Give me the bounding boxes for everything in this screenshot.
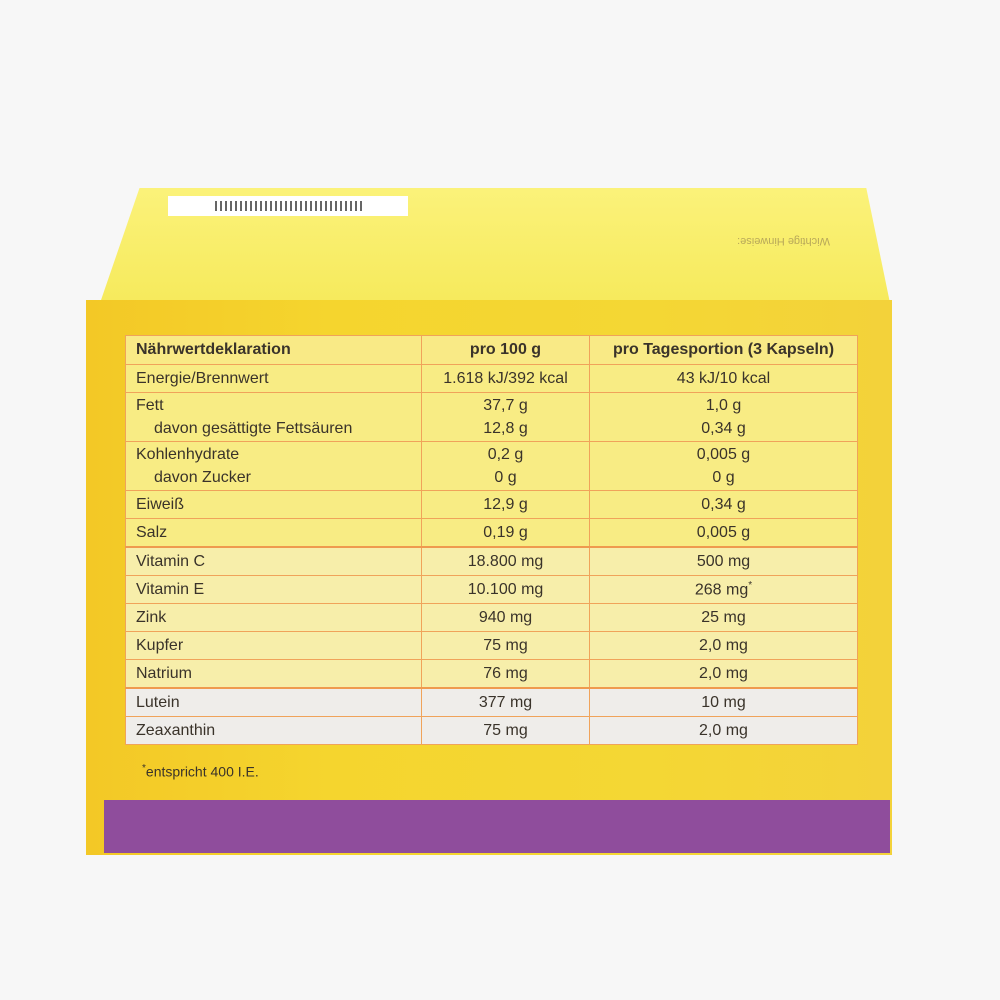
value-per-100g: 76 mg: [421, 659, 590, 689]
table-row: Kohlenhydrate davon Zucker 0,2 g 0 g 0,005…: [125, 441, 858, 491]
nutrition-table: Nährwertdeklaration pro 100 g pro Tagesp…: [125, 335, 858, 745]
footnote-text: entspricht 400 I.E.: [145, 763, 259, 780]
row-label: Eiweiß: [125, 490, 422, 519]
table-row: Fett davon gesättigte Fettsäuren 37,7 g 12…: [125, 392, 858, 442]
value-per-day: 2,0 mg: [589, 631, 858, 660]
value-per-100g: 10.100 mg: [421, 575, 590, 604]
lid-warning-heading: Wichtige Hinweise:: [737, 235, 830, 247]
table-header-row: Nährwertdeklaration pro 100 g pro Tagesp…: [125, 335, 858, 365]
row-label: Kohlenhydrate: [136, 446, 240, 463]
table-row: Kupfer 75 mg 2,0 mg: [125, 631, 858, 660]
value-per-day: 10 mg: [589, 687, 858, 717]
value-per-100g: 1.618 kJ/392 kcal: [421, 364, 590, 393]
table-row: Lutein 377 mg 10 mg: [125, 687, 858, 717]
row-label: Lutein: [125, 687, 422, 717]
value-per-day: 1,0 g: [705, 397, 742, 414]
value-per-100g: 18.800 mg: [421, 546, 590, 576]
table-row: Energie/Brennwert 1.618 kJ/392 kcal 43 k…: [125, 364, 858, 393]
value-per-100g: 940 mg: [421, 603, 590, 632]
table-row: Eiweiß 12,9 g 0,34 g: [125, 490, 858, 519]
row-label: Kupfer: [125, 631, 422, 660]
value-per-100g-sub: 0 g: [494, 469, 517, 486]
value-per-100g: 0,2 g: [487, 446, 524, 463]
value-per-100g: 377 mg: [421, 687, 590, 717]
row-label: Salz: [125, 518, 422, 548]
value-per-100g-cell: 0,2 g 0 g: [421, 441, 590, 491]
value-per-day-cell: 0,005 g 0 g: [589, 441, 858, 491]
value-per-day: 0,005 g: [696, 446, 751, 463]
row-sublabel: davon gesättigte Fettsäuren: [154, 420, 353, 437]
value-per-day-cell: 268 mg*: [589, 575, 858, 604]
value-per-100g: 75 mg: [421, 716, 590, 745]
value-per-day: 500 mg: [589, 546, 858, 576]
value-per-day-sub: 0 g: [712, 469, 735, 486]
purple-band: [104, 800, 890, 853]
value-per-day-cell: 1,0 g 0,34 g: [589, 392, 858, 442]
header-per-100g: pro 100 g: [421, 335, 590, 365]
table-row: Vitamin E 10.100 mg 268 mg*: [125, 575, 858, 604]
footnote-mark: *: [142, 763, 146, 774]
row-label: Zeaxanthin: [125, 716, 422, 745]
barcode: [168, 196, 408, 216]
header-per-day: pro Tagesportion (3 Kapseln): [589, 335, 858, 365]
value-per-100g: 37,7 g: [483, 397, 528, 414]
footnote-mark: *: [748, 579, 753, 591]
value-per-100g: 75 mg: [421, 631, 590, 660]
value-per-100g-sub: 12,8 g: [483, 420, 528, 437]
row-sublabel: davon Zucker: [154, 469, 251, 486]
value-per-day: 25 mg: [589, 603, 858, 632]
value-per-day: 43 kJ/10 kcal: [589, 364, 858, 393]
value-per-day: 0,005 g: [589, 518, 858, 548]
row-label-cell: Fett davon gesättigte Fettsäuren: [125, 392, 422, 442]
row-label: Natrium: [125, 659, 422, 689]
value-per-day: 268 mg: [694, 581, 749, 599]
row-label: Zink: [125, 603, 422, 632]
table-row: Natrium 76 mg 2,0 mg: [125, 659, 858, 689]
value-per-day-sub: 0,34 g: [701, 420, 746, 437]
row-label: Vitamin C: [125, 546, 422, 576]
row-label: Vitamin E: [125, 575, 422, 604]
value-per-day: 2,0 mg: [589, 716, 858, 745]
table-row: Zeaxanthin 75 mg 2,0 mg: [125, 716, 858, 745]
table-row: Salz 0,19 g 0,005 g: [125, 518, 858, 548]
value-per-day: 0,34 g: [589, 490, 858, 519]
header-label: Nährwertdeklaration: [125, 335, 422, 365]
value-per-100g: 0,19 g: [421, 518, 590, 548]
value-per-day: 2,0 mg: [589, 659, 858, 689]
footnote: *entspricht 400 I.E.: [142, 763, 259, 780]
value-per-100g: 12,9 g: [421, 490, 590, 519]
row-label: Energie/Brennwert: [125, 364, 422, 393]
table-row: Zink 940 mg 25 mg: [125, 603, 858, 632]
table-row: Vitamin C 18.800 mg 500 mg: [125, 546, 858, 576]
row-label: Fett: [136, 397, 164, 414]
value-per-100g-cell: 37,7 g 12,8 g: [421, 392, 590, 442]
row-label-cell: Kohlenhydrate davon Zucker: [125, 441, 422, 491]
